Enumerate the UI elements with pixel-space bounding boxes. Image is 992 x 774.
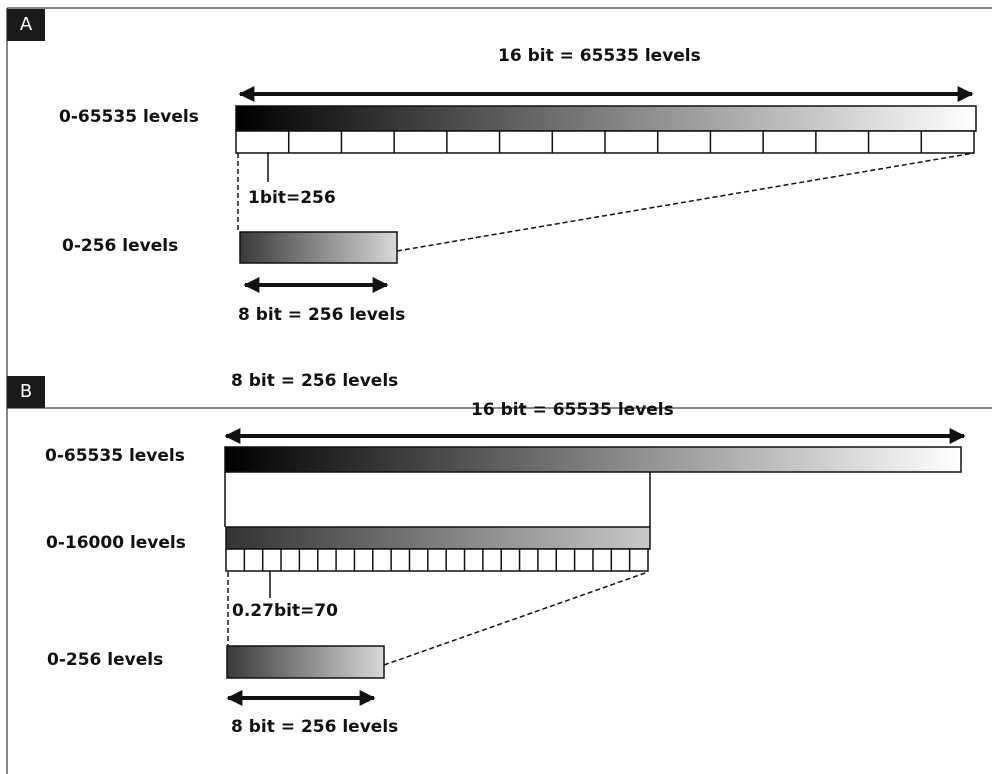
gradient-bar-full-a [235, 105, 977, 132]
panel-b-graphics [224, 428, 966, 706]
range-8bit-top-label-b: 8 bit = 256 levels [231, 371, 399, 391]
bit-segments-a [235, 130, 975, 154]
panel-a-tag: A [7, 9, 45, 41]
tick-note-b: 0.27bit=70 [232, 601, 338, 621]
bit-segments-b [225, 548, 649, 572]
gradient-bar-mid-b [225, 526, 651, 550]
panel-b-tag: B [7, 376, 45, 408]
range-16bit-label-a: 16 bit = 65535 levels [498, 46, 701, 66]
dashed-right-b [383, 571, 649, 666]
gradient-bar-full-b [224, 446, 962, 473]
range-16bit-label-b: 16 bit = 65535 levels [471, 400, 674, 420]
dashed-right-a [396, 152, 975, 252]
row-small-label-b: 0-256 levels [47, 650, 164, 670]
panel-a-graphics [235, 86, 977, 293]
row-small-label-a: 0-256 levels [62, 236, 179, 256]
range-8bit-label-b: 8 bit = 256 levels [231, 717, 399, 737]
tick-note-a: 1bit=256 [248, 188, 336, 208]
gradient-bar-small-a [239, 231, 398, 264]
row-mid-label-b: 0-16000 levels [46, 533, 186, 553]
row-full-label-a: 0-65535 levels [59, 107, 199, 127]
gradient-bar-small-b [226, 645, 385, 679]
segment-b-outline [225, 548, 649, 572]
row-full-label-b: 0-65535 levels [45, 446, 185, 466]
range-8bit-label-a: 8 bit = 256 levels [238, 305, 406, 325]
